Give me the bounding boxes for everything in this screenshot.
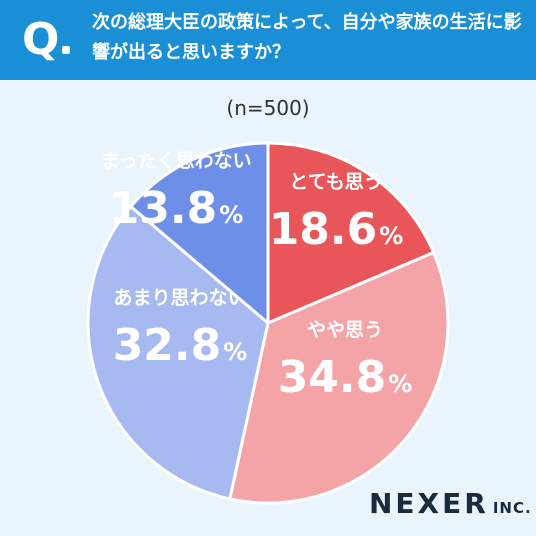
slice-value-4: 13.8% bbox=[109, 183, 244, 234]
question-text: 次の総理大臣の政策によって、自分や家族の生活に影響が出ると思いますか？ bbox=[92, 12, 522, 63]
slice-value-3: 32.8% bbox=[113, 320, 248, 371]
slice-value-2: 34.8% bbox=[278, 352, 413, 403]
slice-label-1: とても思う bbox=[289, 171, 382, 193]
q-dot bbox=[62, 46, 70, 54]
slice-label-3: あまり思わない bbox=[113, 287, 246, 309]
pie-slice-4 bbox=[129, 141, 270, 325]
nexer-logo: NEXER INC. bbox=[369, 484, 532, 528]
slice-label-4: まったく思わない bbox=[100, 150, 251, 172]
slice-value-1: 18.6% bbox=[269, 204, 404, 255]
logo-suffix: INC. bbox=[492, 499, 532, 517]
pie-slice-3 bbox=[86, 205, 270, 501]
logo-name: NEXER bbox=[369, 487, 489, 520]
slice-label-2: やや思う bbox=[307, 319, 383, 341]
sample-size: (n=500) bbox=[226, 96, 310, 120]
pie-slice-1 bbox=[266, 141, 436, 325]
question-header: Q 次の総理大臣の政策によって、自分や家族の生活に影響が出ると思いますか？ bbox=[0, 0, 536, 80]
pie-slice-2 bbox=[228, 251, 450, 505]
q-mark: Q bbox=[22, 14, 60, 65]
